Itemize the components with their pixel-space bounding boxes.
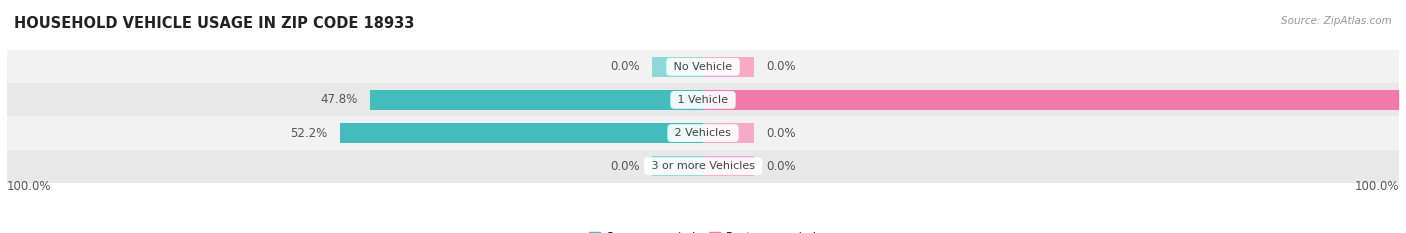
- Bar: [7, 50, 1399, 83]
- Text: 0.0%: 0.0%: [610, 60, 640, 73]
- Bar: [7, 83, 1399, 116]
- Text: 0.0%: 0.0%: [766, 160, 796, 173]
- Text: 1 Vehicle: 1 Vehicle: [675, 95, 731, 105]
- Bar: [7, 150, 1399, 183]
- Text: 2 Vehicles: 2 Vehicles: [671, 128, 735, 138]
- Text: No Vehicle: No Vehicle: [671, 62, 735, 72]
- Bar: [652, 156, 703, 176]
- Text: 52.2%: 52.2%: [290, 127, 328, 140]
- Text: 0.0%: 0.0%: [766, 60, 796, 73]
- Bar: [7, 116, 1399, 150]
- Bar: [703, 57, 754, 77]
- Text: 47.8%: 47.8%: [321, 93, 357, 106]
- Text: 100.0%: 100.0%: [1354, 180, 1399, 193]
- Bar: [703, 156, 754, 176]
- Bar: [340, 123, 703, 143]
- Bar: [703, 123, 754, 143]
- Bar: [370, 90, 703, 110]
- Text: 0.0%: 0.0%: [766, 127, 796, 140]
- Text: 0.0%: 0.0%: [610, 160, 640, 173]
- Bar: [703, 90, 1399, 110]
- Text: Source: ZipAtlas.com: Source: ZipAtlas.com: [1281, 16, 1392, 26]
- Text: 3 or more Vehicles: 3 or more Vehicles: [648, 161, 758, 171]
- Legend: Owner-occupied, Renter-occupied: Owner-occupied, Renter-occupied: [589, 232, 817, 233]
- Bar: [652, 57, 703, 77]
- Text: 100.0%: 100.0%: [7, 180, 52, 193]
- Text: HOUSEHOLD VEHICLE USAGE IN ZIP CODE 18933: HOUSEHOLD VEHICLE USAGE IN ZIP CODE 1893…: [14, 16, 415, 31]
